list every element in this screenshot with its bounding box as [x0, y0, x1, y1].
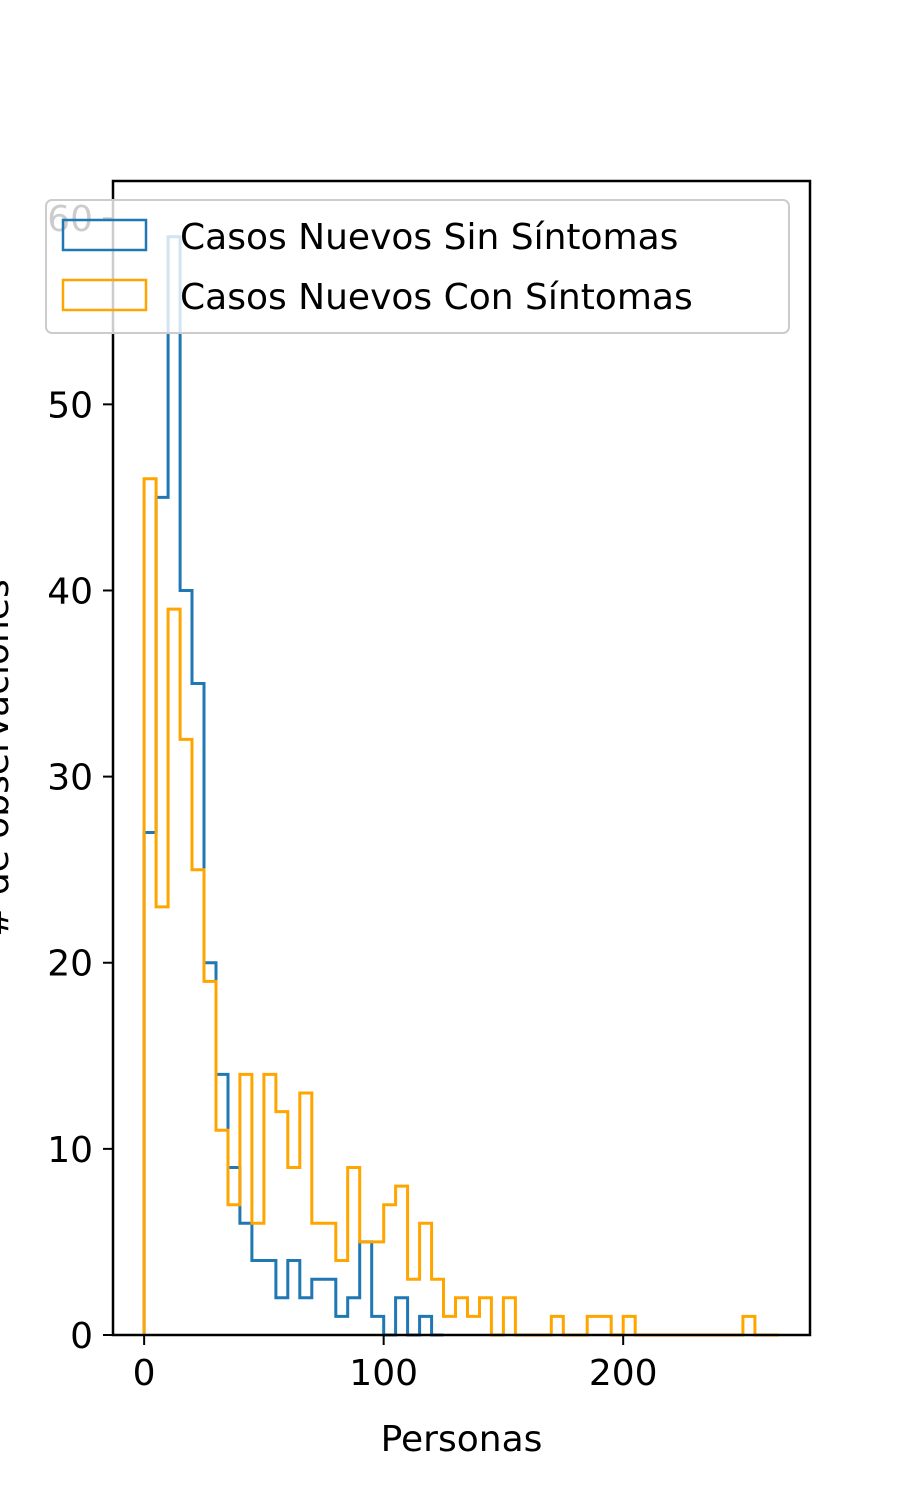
histogram-series-0: [142, 235, 444, 1337]
legend: Casos Nuevos Sin Síntomas Casos Nuevos C…: [45, 199, 790, 334]
x-axis-label: Personas: [381, 1419, 543, 1460]
legend-label-sin-sintomas: Casos Nuevos Sin Síntomas: [180, 217, 678, 258]
axes-frame: [111, 179, 812, 1337]
histogram-series-1: [142, 477, 779, 1337]
y-tick-label: 30: [47, 758, 93, 799]
y-tick-label: 20: [47, 944, 93, 985]
y-tick-label: 10: [47, 1130, 93, 1171]
x-tick-label: 100: [349, 1353, 418, 1394]
y-tick-label: 0: [70, 1316, 93, 1357]
x-tick-label: 0: [133, 1353, 156, 1394]
histogram-bars: [142, 235, 779, 1337]
legend-swatch-con-sintomas: [61, 278, 148, 312]
axis-ticks: 01002000102030405060: [47, 199, 657, 1394]
y-tick-label: 50: [47, 385, 93, 426]
legend-swatch-sin-sintomas: [61, 218, 148, 252]
legend-box: [45, 199, 790, 334]
y-axis-label: # de observaciones: [0, 579, 17, 937]
y-tick-label: 40: [47, 571, 93, 612]
x-tick-label: 200: [589, 1353, 658, 1394]
legend-label-con-sintomas: Casos Nuevos Con Síntomas: [180, 277, 693, 318]
